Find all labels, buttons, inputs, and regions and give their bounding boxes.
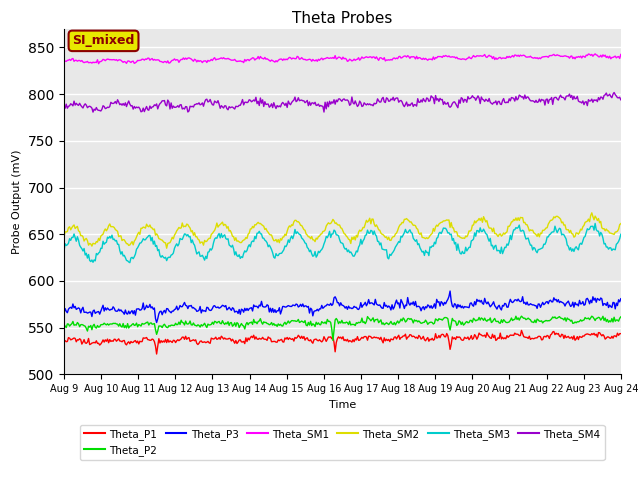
Theta_P3 — [606, 302, 614, 308]
Theta_SM2 — [393, 230, 401, 236]
Theta_SM1 — [60, 59, 68, 64]
Line: Theta_SM3: Theta_SM3 — [64, 223, 621, 263]
Legend: Theta_P1, Theta_P2, Theta_P3, Theta_SM1, Theta_SM2, Theta_SM3, Theta_SM4: Theta_P1, Theta_P2, Theta_P3, Theta_SM1,… — [80, 424, 605, 460]
Line: Theta_SM2: Theta_SM2 — [64, 213, 621, 248]
Line: Theta_SM1: Theta_SM1 — [64, 54, 621, 64]
Theta_P3 — [446, 288, 454, 294]
Theta_SM1 — [362, 54, 370, 60]
Theta_P1 — [362, 334, 370, 340]
Theta_SM1 — [606, 53, 614, 59]
Line: Theta_SM4: Theta_SM4 — [64, 93, 621, 112]
Theta_P3 — [153, 320, 161, 325]
Theta_SM4 — [617, 97, 625, 103]
Theta_P1 — [518, 327, 525, 333]
Theta_P2 — [60, 324, 68, 330]
Theta_P2 — [617, 314, 625, 320]
Theta_SM4 — [362, 102, 370, 108]
Theta_SM1 — [326, 56, 333, 61]
Theta_SM1 — [617, 51, 625, 57]
Theta_P3 — [362, 303, 370, 309]
Theta_P1 — [60, 339, 68, 345]
Theta_SM2 — [362, 217, 370, 223]
Theta_SM3 — [126, 260, 134, 265]
Line: Theta_P2: Theta_P2 — [64, 316, 621, 340]
Theta_P3 — [326, 302, 333, 308]
Theta_P3 — [393, 297, 401, 303]
Theta_P1 — [519, 331, 527, 336]
Theta_SM2 — [518, 215, 525, 220]
Theta_SM3 — [393, 242, 401, 248]
Theta_P1 — [606, 335, 614, 341]
Theta_SM2 — [588, 210, 596, 216]
Theta_P3 — [519, 294, 527, 300]
Theta_SM3 — [362, 232, 370, 238]
Theta_P1 — [326, 334, 333, 340]
Theta_P2 — [328, 326, 335, 332]
Theta_SM1 — [591, 51, 599, 57]
Theta_P3 — [329, 301, 337, 307]
X-axis label: Time: Time — [329, 400, 356, 409]
Theta_P2 — [519, 314, 527, 320]
Theta_SM4 — [518, 94, 525, 100]
Theta_P3 — [617, 296, 625, 301]
Text: SI_mixed: SI_mixed — [72, 35, 135, 48]
Theta_P1 — [329, 334, 337, 340]
Theta_SM3 — [617, 231, 625, 237]
Theta_SM1 — [95, 61, 102, 67]
Theta_P2 — [606, 318, 614, 324]
Theta_SM2 — [326, 221, 333, 227]
Theta_P1 — [393, 336, 401, 342]
Theta_SM4 — [611, 90, 618, 96]
Theta_SM4 — [326, 98, 333, 104]
Theta_SM4 — [329, 100, 337, 106]
Theta_SM4 — [60, 103, 68, 109]
Theta_P2 — [518, 313, 525, 319]
Line: Theta_P3: Theta_P3 — [64, 291, 621, 323]
Theta_P2 — [324, 319, 332, 324]
Theta_SM2 — [60, 234, 68, 240]
Theta_SM3 — [518, 228, 525, 234]
Theta_SM2 — [329, 216, 337, 222]
Theta_SM3 — [326, 228, 333, 234]
Theta_SM3 — [606, 245, 614, 251]
Theta_SM1 — [393, 55, 401, 61]
Theta_SM2 — [606, 230, 614, 236]
Theta_SM3 — [60, 248, 68, 254]
Theta_P3 — [60, 310, 68, 316]
Theta_SM3 — [329, 231, 337, 237]
Theta_SM2 — [617, 221, 625, 227]
Title: Theta Probes: Theta Probes — [292, 11, 392, 26]
Theta_P2 — [362, 319, 370, 324]
Theta_SM4 — [605, 93, 612, 98]
Theta_SM1 — [518, 53, 525, 59]
Y-axis label: Probe Output (mV): Probe Output (mV) — [12, 149, 22, 254]
Theta_P1 — [617, 331, 625, 336]
Theta_P1 — [153, 351, 161, 357]
Theta_SM1 — [329, 55, 337, 60]
Theta_SM3 — [591, 220, 599, 226]
Theta_SM4 — [393, 95, 401, 101]
Line: Theta_P1: Theta_P1 — [64, 330, 621, 354]
Theta_SM2 — [163, 245, 170, 251]
Theta_P2 — [329, 337, 337, 343]
Theta_SM4 — [89, 109, 97, 115]
Theta_P2 — [393, 320, 401, 325]
